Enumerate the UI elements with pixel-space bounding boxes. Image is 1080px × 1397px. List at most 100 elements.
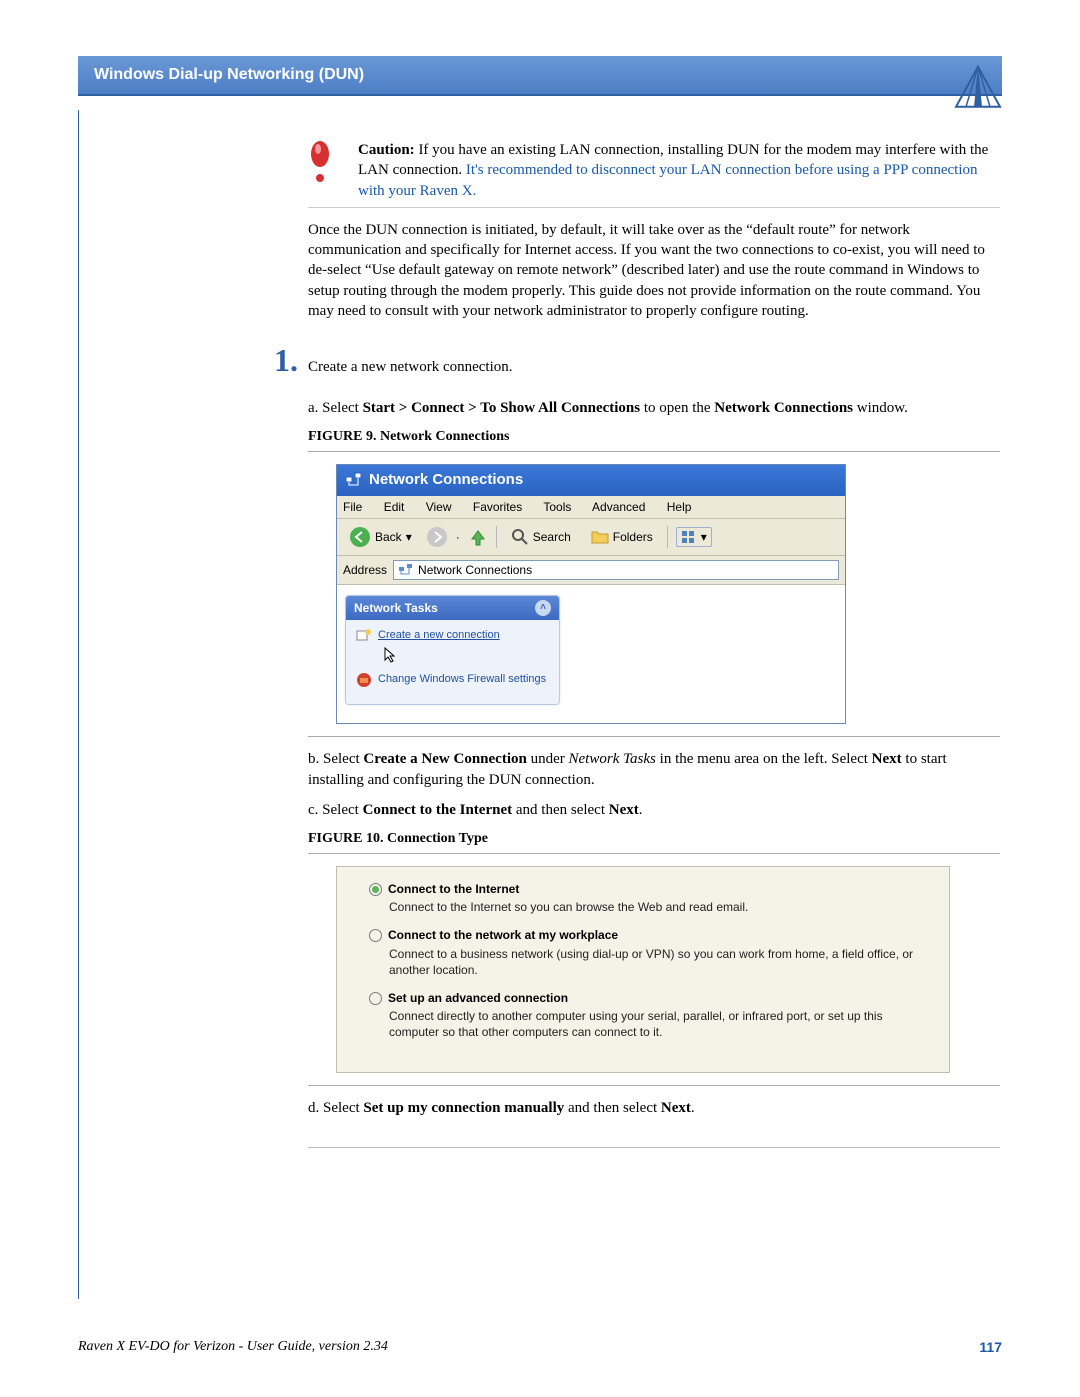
xp-menu[interactable]: File Edit View Favorites Tools Advanced … xyxy=(337,496,845,519)
s1d-m: and then select xyxy=(564,1100,661,1116)
s1a-prefix: a. Select xyxy=(308,400,363,416)
opt1-desc: Connect to the Internet so you can brows… xyxy=(389,899,929,915)
address-label: Address xyxy=(343,562,387,578)
s1c-b1: Connect to the Internet xyxy=(363,802,513,818)
fig10-label: FIGURE 10. xyxy=(308,831,383,846)
network-icon xyxy=(398,563,414,577)
sep: · xyxy=(456,529,460,545)
search-label: Search xyxy=(533,529,571,545)
s1a-b2: Network Connections xyxy=(714,400,853,416)
back-label: Back xyxy=(375,529,402,545)
xp-toolbar: Back ▾ · Search Folders ▾ xyxy=(337,519,845,556)
caution-block: Caution: If you have an existing LAN con… xyxy=(308,140,1000,208)
task-body: Create a new connection Change Windows F… xyxy=(346,620,559,704)
fig9-label: FIGURE 9. xyxy=(308,429,376,444)
folders-label: Folders xyxy=(613,529,653,545)
logo-icon xyxy=(952,65,1004,116)
step-1d: d. Select Set up my connection manually … xyxy=(308,1098,1000,1118)
fig10-title: Connection Type xyxy=(387,831,488,846)
s1c-s: . xyxy=(639,802,643,818)
step-1: 1. Create a new network connection. xyxy=(248,339,1000,382)
cursor-icon xyxy=(382,646,400,664)
menu-favorites[interactable]: Favorites xyxy=(473,500,522,514)
s1d-s: . xyxy=(691,1100,695,1116)
dropdown-icon: ▾ xyxy=(701,529,707,545)
radio-selected-icon[interactable] xyxy=(369,883,382,896)
left-rule xyxy=(78,110,79,1299)
radio-icon[interactable] xyxy=(369,992,382,1005)
footer-doc: Raven X EV-DO for Verizon - User Guide, … xyxy=(78,1339,388,1355)
step-title: Create a new network connection. xyxy=(308,357,513,377)
s1c-m: and then select xyxy=(512,802,609,818)
caution-label: Caution: xyxy=(358,142,415,158)
page-header: Windows Dial-up Networking (DUN) xyxy=(78,56,1002,96)
opt3-desc: Connect directly to another computer usi… xyxy=(389,1008,929,1040)
s1d-b1: Set up my connection manually xyxy=(363,1100,564,1116)
s1b-b2: Next xyxy=(872,751,902,767)
opt-advanced[interactable]: Set up an advanced connection Connect di… xyxy=(369,990,929,1041)
divider xyxy=(667,526,668,548)
connection-type-panel: Connect to the Internet Connect to the I… xyxy=(336,866,950,1074)
s1d-p: d. Select xyxy=(308,1100,363,1116)
s1b-p: b. Select xyxy=(308,751,363,767)
fig10-rule-top xyxy=(308,853,1000,854)
s1b-m1: under xyxy=(527,751,569,767)
address-value: Network Connections xyxy=(418,562,532,578)
s1a-suf: window. xyxy=(853,400,908,416)
opt2-title: Connect to the network at my workplace xyxy=(388,927,618,943)
step-1b: b. Select Create a New Connection under … xyxy=(308,749,1000,790)
caution-icon xyxy=(308,140,342,201)
up-icon[interactable] xyxy=(468,527,488,547)
xp-title: Network Connections xyxy=(369,470,523,490)
s1d-b2: Next xyxy=(661,1100,691,1116)
xp-titlebar: Network Connections xyxy=(337,465,845,495)
new-connection-icon xyxy=(356,628,372,644)
s1c-b2: Next xyxy=(609,802,639,818)
search-icon xyxy=(511,528,529,546)
network-icon xyxy=(345,471,363,489)
menu-edit[interactable]: Edit xyxy=(384,500,405,514)
s1b-m2: in the menu area on the left. Select xyxy=(656,751,872,767)
folder-icon xyxy=(591,529,609,545)
s1c-p: c. Select xyxy=(308,802,363,818)
firewall-link[interactable]: Change Windows Firewall settings xyxy=(378,672,546,687)
task-head[interactable]: Network Tasks ˄ xyxy=(346,596,559,620)
s1a-mid: to open the xyxy=(640,400,714,416)
opt-workplace[interactable]: Connect to the network at my workplace C… xyxy=(369,927,929,978)
s1b-b1: Create a New Connection xyxy=(363,751,526,767)
chevron-up-icon: ˄ xyxy=(535,600,551,616)
s1b-i: Network Tasks xyxy=(569,751,656,767)
menu-advanced[interactable]: Advanced xyxy=(592,500,645,514)
opt3-title: Set up an advanced connection xyxy=(388,990,568,1006)
opt2-desc: Connect to a business network (using dia… xyxy=(389,946,929,978)
page-number: 117 xyxy=(979,1339,1002,1355)
divider xyxy=(496,526,497,548)
create-connection-link[interactable]: Create a new connection xyxy=(378,628,500,643)
xp-body: Network Tasks ˄ Create a new connection xyxy=(337,585,845,723)
s1a-b1: Start > Connect > To Show All Connection… xyxy=(363,400,641,416)
firewall-icon xyxy=(356,672,372,688)
intro-paragraph: Once the DUN connection is initiated, by… xyxy=(308,220,1000,321)
fig9-rule-bot xyxy=(308,736,1000,737)
menu-help[interactable]: Help xyxy=(667,500,692,514)
network-connections-window: Network Connections File Edit View Favor… xyxy=(336,464,846,724)
footer-rule xyxy=(308,1147,1000,1148)
folders-button[interactable]: Folders xyxy=(585,527,659,547)
search-button[interactable]: Search xyxy=(505,526,577,548)
views-button[interactable]: ▾ xyxy=(676,527,712,547)
menu-view[interactable]: View xyxy=(426,500,452,514)
figure-9-caption: FIGURE 9. Network Connections xyxy=(308,428,1000,447)
address-field[interactable]: Network Connections xyxy=(393,560,839,580)
opt1-title: Connect to the Internet xyxy=(388,881,519,897)
dropdown-icon: ▾ xyxy=(406,529,412,545)
fig9-title: Network Connections xyxy=(380,429,510,444)
radio-icon[interactable] xyxy=(369,929,382,942)
opt-internet[interactable]: Connect to the Internet Connect to the I… xyxy=(369,881,929,915)
menu-file[interactable]: File xyxy=(343,500,362,514)
forward-icon[interactable] xyxy=(426,526,448,548)
back-icon xyxy=(349,526,371,548)
back-button[interactable]: Back ▾ xyxy=(343,524,418,550)
header-title: Windows Dial-up Networking (DUN) xyxy=(94,66,364,83)
menu-tools[interactable]: Tools xyxy=(543,500,571,514)
fig10-rule-bot xyxy=(308,1085,1000,1086)
